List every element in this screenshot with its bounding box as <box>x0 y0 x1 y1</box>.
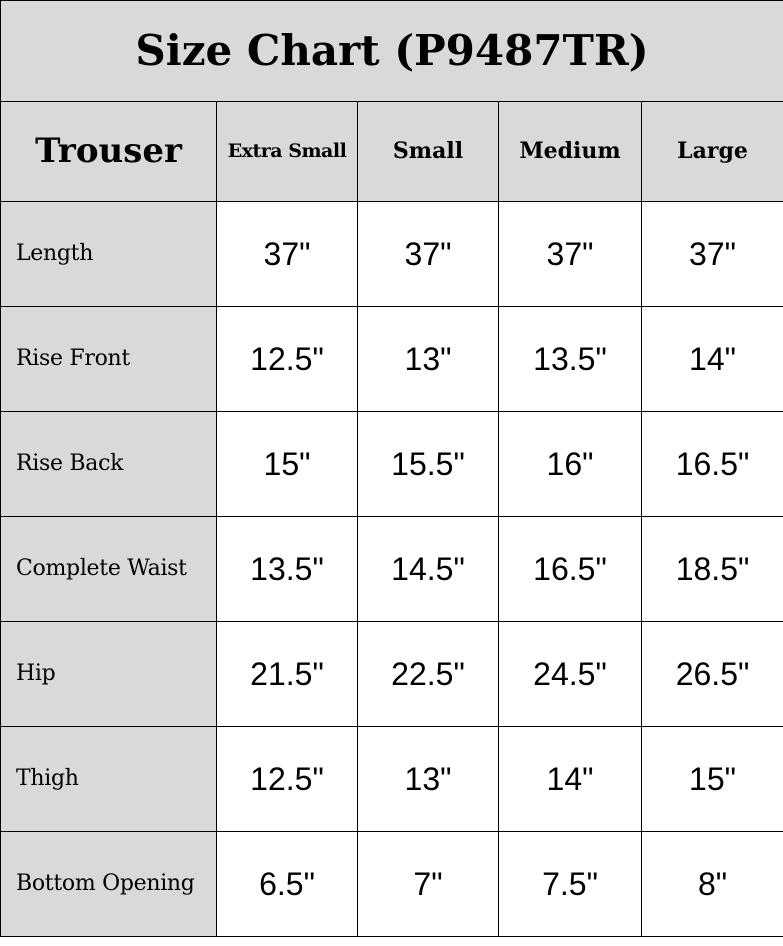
measurement-cell: 16" <box>498 411 642 517</box>
measurement-cell: 37" <box>216 201 358 307</box>
row-label: Length <box>0 201 217 307</box>
measurement-cell: 6.5" <box>216 831 358 937</box>
measurement-cell: 7" <box>357 831 499 937</box>
table-row: Hip 21.5" 22.5" 24.5" 26.5" <box>0 621 783 727</box>
measurement-cell: 12.5" <box>216 306 358 412</box>
header-trouser: Trouser <box>0 101 217 202</box>
measurement-cell: 26.5" <box>640 621 783 727</box>
measurement-cell: 7.5" <box>498 831 642 937</box>
measurement-cell: 37" <box>498 201 642 307</box>
measurement-cell: 13.5" <box>498 306 642 412</box>
row-label: Rise Front <box>0 306 217 412</box>
measurement-cell: 37" <box>640 201 783 307</box>
measurement-cell: 14" <box>640 306 783 412</box>
row-label: Hip <box>0 621 217 727</box>
measurement-cell: 16.5" <box>498 516 642 622</box>
measurement-cell: 15" <box>216 411 358 517</box>
measurement-cell: 21.5" <box>216 621 358 727</box>
measurement-cell: 24.5" <box>498 621 642 727</box>
measurement-cell: 14" <box>498 726 642 832</box>
measurement-cell: 37" <box>357 201 499 307</box>
measurement-cell: 15.5" <box>357 411 499 517</box>
table-row: Rise Back 15" 15.5" 16" 16.5" <box>0 411 783 517</box>
header-row: Trouser Extra Small Small Medium Large <box>0 101 783 202</box>
measurement-cell: 12.5" <box>216 726 358 832</box>
header-size: Medium <box>498 101 642 202</box>
measurement-cell: 15" <box>640 726 783 832</box>
measurement-cell: 13" <box>357 726 499 832</box>
title-row: Size Chart (P9487TR) <box>0 0 783 102</box>
header-size: Extra Small <box>216 101 358 202</box>
measurement-cell: 16.5" <box>640 411 783 517</box>
measurement-cell: 18.5" <box>640 516 783 622</box>
row-label: Rise Back <box>0 411 217 517</box>
row-label: Thigh <box>0 726 217 832</box>
table-title: Size Chart (P9487TR) <box>0 0 783 102</box>
measurement-cell: 13.5" <box>216 516 358 622</box>
header-size: Small <box>357 101 499 202</box>
table-row: Complete Waist 13.5" 14.5" 16.5" 18.5" <box>0 516 783 622</box>
table-row: Bottom Opening 6.5" 7" 7.5" 8" <box>0 831 783 937</box>
row-label: Complete Waist <box>0 516 217 622</box>
measurement-cell: 22.5" <box>357 621 499 727</box>
table-row: Rise Front 12.5" 13" 13.5" 14" <box>0 306 783 412</box>
row-label: Bottom Opening <box>0 831 217 937</box>
measurement-cell: 14.5" <box>357 516 499 622</box>
table-row: Thigh 12.5" 13" 14" 15" <box>0 726 783 832</box>
measurement-cell: 13" <box>357 306 499 412</box>
measurement-cell: 8" <box>640 831 783 937</box>
table-row: Length 37" 37" 37" 37" <box>0 201 783 307</box>
header-size: Large <box>640 101 783 202</box>
